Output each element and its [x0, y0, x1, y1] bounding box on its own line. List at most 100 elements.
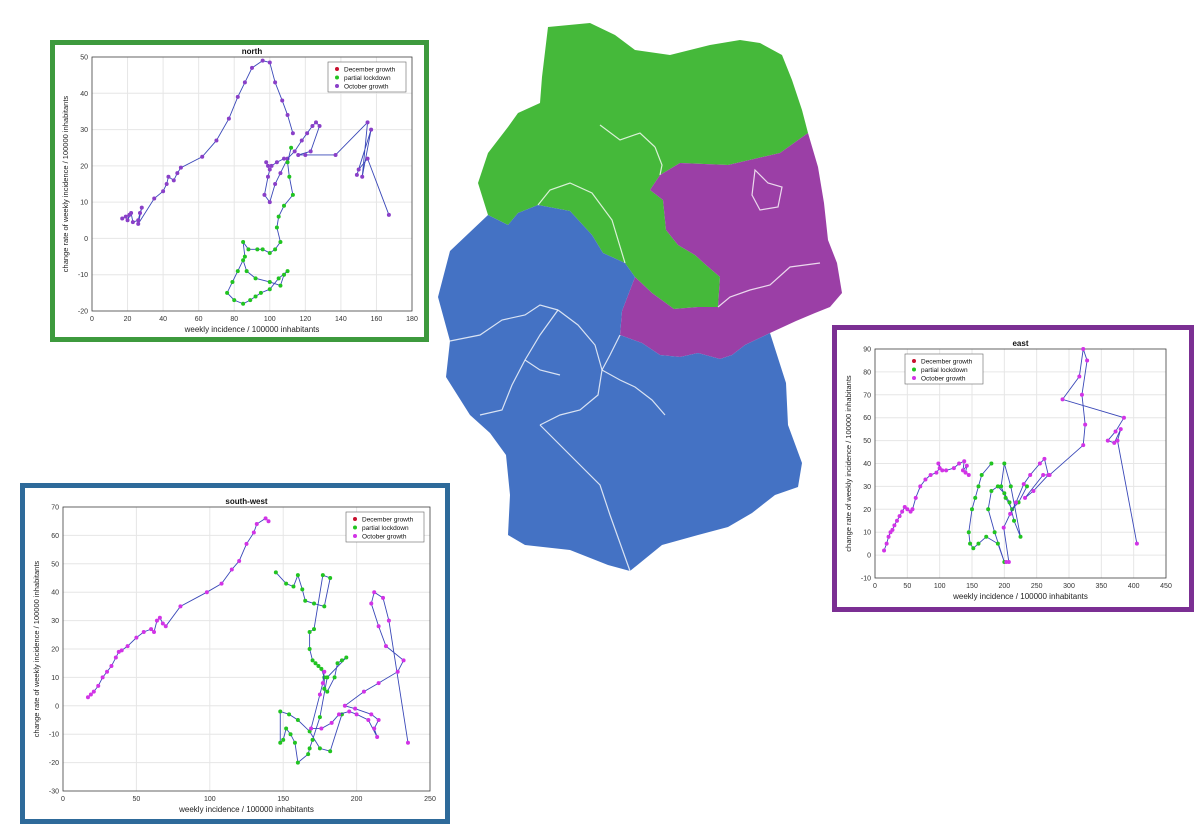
grid	[62, 506, 431, 792]
data-point	[322, 604, 327, 609]
y-axis-label: change rate of weekly incidence / 100000…	[61, 96, 70, 273]
x-tick-label: 150	[966, 583, 978, 590]
data-point	[369, 127, 374, 132]
data-point	[88, 692, 93, 697]
data-point	[354, 172, 359, 177]
data-point	[85, 695, 90, 700]
legend-entry: partial lockdown	[344, 75, 391, 82]
data-point	[395, 669, 400, 674]
data-point	[320, 681, 325, 686]
data-point	[316, 664, 321, 669]
data-point	[274, 160, 279, 165]
y-tick-label: 30	[51, 618, 59, 625]
x-tick-label: 160	[371, 316, 383, 323]
data-point	[913, 495, 918, 500]
legend-marker	[335, 84, 339, 88]
data-point	[353, 706, 358, 711]
data-point	[366, 718, 371, 722]
y-tick-label: -20	[78, 309, 88, 316]
y-tick-label: -10	[78, 272, 88, 279]
data-point	[910, 507, 915, 512]
data-point	[288, 732, 293, 737]
data-point	[263, 516, 268, 521]
data-point	[1018, 534, 1023, 539]
data-point	[951, 466, 956, 471]
data-point	[292, 149, 297, 154]
data-point	[306, 752, 311, 757]
data-point	[372, 590, 377, 595]
y-axis-label: change rate of weekly incidence / 100000…	[844, 375, 853, 552]
data-point	[886, 534, 891, 539]
data-point	[273, 182, 278, 186]
north-chart: 0 20 40 60 80 100 120 140 160 180 -20 -10 0 10 20 30 40 5…	[61, 47, 418, 334]
x-axis-label: weekly incidence / 100000 inhabitants	[184, 325, 320, 334]
data-point	[339, 658, 344, 663]
x-tick-label: 0	[61, 796, 65, 803]
data-point	[1008, 511, 1013, 516]
data-point	[976, 484, 981, 489]
data-point	[138, 211, 142, 216]
y-tick-label: 40	[80, 91, 88, 98]
data-point	[267, 200, 272, 205]
data-point	[129, 211, 134, 216]
data-point	[1037, 461, 1042, 466]
data-point	[884, 541, 889, 546]
data-point	[970, 507, 974, 512]
y-tick-label: 10	[863, 530, 871, 537]
data-point	[317, 692, 322, 697]
data-point	[219, 581, 224, 586]
data-point	[882, 548, 887, 553]
data-point	[303, 598, 308, 603]
data-point	[267, 250, 272, 255]
data-point	[235, 94, 240, 99]
x-tick-label: 100	[934, 583, 946, 590]
data-point	[267, 287, 272, 292]
data-point	[287, 712, 292, 717]
y-tick-label: -20	[49, 760, 59, 767]
data-point	[962, 459, 967, 464]
series-october-growth	[120, 58, 295, 226]
data-point	[303, 152, 308, 157]
data-point	[100, 675, 105, 680]
legend-marker	[335, 75, 339, 80]
data-point	[1085, 358, 1090, 363]
data-point	[365, 156, 370, 161]
data-point	[266, 163, 270, 168]
data-point	[287, 174, 292, 179]
data-point	[992, 530, 997, 535]
data-point	[928, 472, 933, 477]
germany-region-map	[438, 23, 842, 572]
x-tick-label: 140	[335, 316, 347, 323]
data-point	[262, 192, 267, 197]
legend-entry: October growth	[344, 83, 389, 90]
southwest-chart: 0 50 100 150 200 250 -30 -20 -10 0 10 20 30 40 50 60 70 s…	[32, 497, 436, 814]
y-tick-label: 10	[80, 200, 88, 207]
data-point	[375, 735, 380, 740]
axes-box	[91, 56, 413, 312]
data-point	[119, 648, 124, 653]
data-point	[319, 666, 324, 671]
data-point	[1047, 472, 1052, 477]
x-tick-label: 20	[124, 316, 132, 323]
data-point	[290, 131, 295, 136]
series-line	[87, 517, 269, 698]
data-point	[1083, 422, 1088, 427]
data-point	[923, 477, 928, 482]
data-point	[1115, 438, 1120, 443]
data-point	[971, 546, 976, 551]
data-point	[1001, 525, 1006, 530]
x-tick-label: 100	[204, 796, 216, 803]
data-point	[285, 269, 290, 274]
data-point	[325, 689, 330, 694]
series-partial-lockdown	[225, 145, 295, 306]
data-point	[96, 683, 101, 688]
data-point	[984, 534, 989, 539]
data-point	[163, 624, 168, 629]
data-point	[310, 737, 315, 742]
data-point	[979, 472, 984, 477]
series-line	[968, 463, 1028, 563]
data-point	[232, 298, 237, 303]
x-tick-label: 350	[1095, 583, 1107, 590]
data-point	[1003, 495, 1008, 500]
